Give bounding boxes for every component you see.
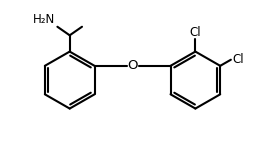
Text: H₂N: H₂N (33, 13, 55, 26)
Text: Cl: Cl (232, 53, 244, 66)
Text: Cl: Cl (190, 26, 201, 39)
Text: O: O (127, 59, 138, 72)
